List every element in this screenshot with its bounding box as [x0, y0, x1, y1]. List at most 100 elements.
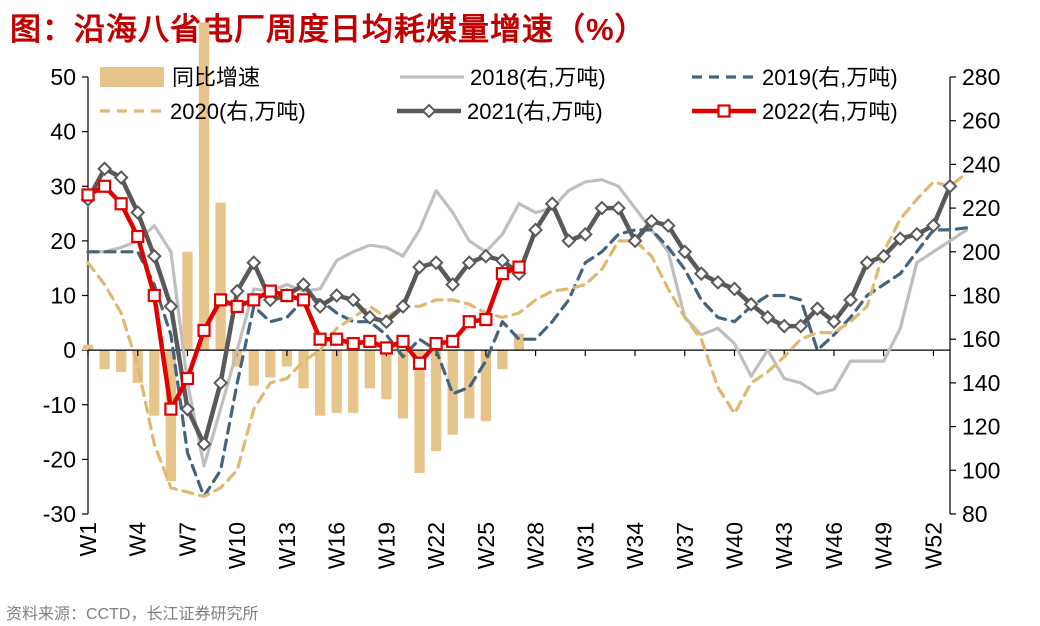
source-note: 资料来源：CCTD，长江证券研究所	[6, 606, 259, 623]
series-point-2021	[428, 255, 444, 271]
series-point-2021	[378, 314, 394, 330]
bar-mark	[182, 251, 193, 351]
series-point-2021	[445, 277, 461, 292]
series-point-2021	[196, 436, 212, 452]
bar-mark	[464, 350, 475, 419]
series-point-2021	[727, 281, 742, 297]
x-tick-label: W28	[523, 522, 549, 569]
series-point-2021	[130, 205, 146, 220]
legend-marker-diamond	[421, 103, 437, 119]
series-point-2021	[693, 266, 709, 282]
series-point-2022	[313, 332, 327, 346]
series-point-2022	[446, 334, 460, 348]
series-point-2022	[280, 288, 294, 303]
bar-mark	[364, 350, 375, 389]
legend-marker-square	[717, 104, 731, 118]
left-tick-label: 50	[50, 64, 76, 90]
bar-mark	[397, 350, 409, 419]
series-point-2022	[330, 332, 344, 346]
right-tick-label: 140	[962, 370, 1000, 396]
series-point-2021	[760, 309, 776, 325]
x-tick-label: W25	[473, 522, 499, 569]
series-point-2021	[859, 255, 875, 271]
series-point-2022	[230, 299, 244, 314]
legend-label: 2018(右,万吨)	[470, 65, 606, 90]
series-line-2	[86, 171, 969, 499]
series-point-2022	[296, 293, 311, 307]
left-tick-label: -30	[43, 501, 76, 527]
series-point-2022	[81, 188, 95, 202]
right-tick-label: 240	[962, 151, 1000, 177]
x-tick-label: W52	[920, 522, 946, 569]
series-point-2021	[743, 296, 759, 312]
x-tick-label: W31	[572, 522, 598, 569]
series-point-2021	[710, 274, 726, 290]
series-point-2021	[826, 314, 842, 330]
x-tick-label: W22	[423, 522, 449, 569]
series-point-2021	[113, 170, 129, 185]
series-point-2021	[809, 301, 825, 317]
series-point-2022	[429, 336, 443, 351]
bar-mark	[447, 350, 458, 435]
bar-mark	[248, 350, 259, 386]
series-point-2022	[396, 334, 410, 348]
left-tick-label: 40	[50, 119, 76, 145]
bar-mark	[331, 350, 342, 413]
bar-mark	[198, 22, 210, 351]
chart-title: 图：沿海八省电厂周度日均耗煤量增速（%）	[10, 12, 647, 47]
series-point-2021	[677, 244, 693, 260]
bar-mark	[281, 350, 293, 367]
right-tick-label: 280	[962, 64, 1000, 90]
left-tick-label: 10	[50, 283, 76, 309]
series-point-2021	[246, 255, 262, 271]
bar-mark	[215, 202, 226, 351]
series-point-2021	[942, 178, 958, 194]
bar-mark	[314, 350, 326, 416]
series-point-2021	[229, 283, 245, 299]
series-point-2021	[776, 318, 792, 334]
series-point-2022	[97, 179, 112, 193]
bar-mark	[298, 350, 309, 389]
series-point-2021	[395, 299, 411, 314]
right-tick-label: 260	[962, 108, 1000, 134]
series-point-2021	[594, 200, 610, 216]
series-point-2021	[627, 233, 643, 249]
series-point-2021	[909, 226, 925, 242]
x-tick-label: W43	[771, 522, 797, 569]
series-point-2021	[146, 248, 162, 264]
series-point-2022	[147, 288, 161, 303]
series-point-2022	[479, 312, 493, 327]
series-point-2022	[164, 402, 178, 416]
x-tick-label: W19	[373, 522, 399, 569]
x-tick-label: W16	[324, 522, 350, 569]
series-point-2021	[644, 213, 660, 229]
series-point-2021	[793, 318, 809, 334]
series-point-2021	[544, 196, 560, 212]
series-point-2022	[495, 267, 510, 281]
series-point-2021	[97, 161, 112, 177]
series-point-2021	[362, 309, 378, 325]
x-tick-label: W13	[274, 522, 300, 569]
series-point-2021	[926, 218, 941, 233]
bar-mark	[265, 350, 276, 378]
series-point-2021	[611, 200, 626, 216]
right-tick-label: 100	[962, 457, 1000, 483]
series-point-2021	[528, 222, 543, 238]
legend-label: 同比增速	[172, 65, 260, 90]
bar-mark	[414, 350, 425, 474]
x-tick-label: W34	[622, 522, 648, 570]
left-tick-label: 20	[50, 228, 76, 254]
left-tick-label: 30	[50, 173, 76, 199]
series-point-2021	[876, 248, 892, 264]
series-point-2021	[329, 288, 345, 303]
series-point-2022	[180, 371, 195, 386]
right-tick-label: 220	[962, 195, 1000, 221]
series-point-2021	[296, 277, 311, 292]
series-point-2021	[495, 253, 510, 268]
series-point-2022	[412, 356, 427, 370]
series-point-2021	[660, 218, 676, 233]
legend-label: 2019(右,万吨)	[762, 65, 898, 90]
right-tick-label: 160	[962, 326, 1000, 352]
x-tick-label: W4	[125, 522, 151, 557]
